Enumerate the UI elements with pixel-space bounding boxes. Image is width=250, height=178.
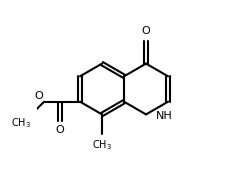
Text: O: O (142, 27, 150, 36)
Text: O: O (56, 125, 64, 135)
Text: CH$_3$: CH$_3$ (92, 138, 112, 152)
Text: NH: NH (156, 111, 172, 121)
Text: O: O (34, 91, 43, 101)
Text: CH$_3$: CH$_3$ (11, 116, 31, 130)
